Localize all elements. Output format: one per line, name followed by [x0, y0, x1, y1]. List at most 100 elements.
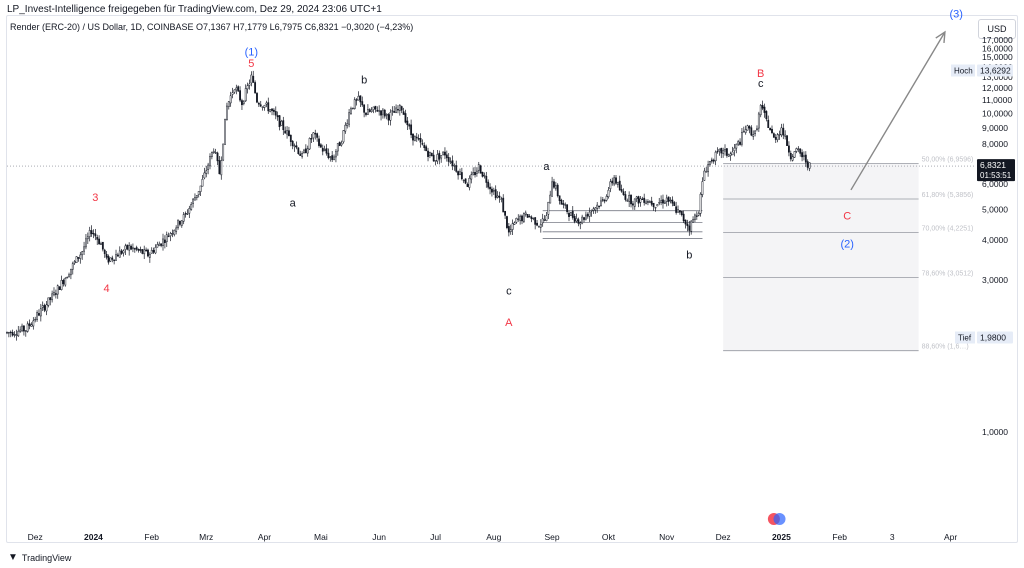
candle: [475, 167, 478, 177]
fib-zone: [723, 163, 919, 351]
candle: [457, 170, 460, 180]
candle: [485, 171, 488, 188]
candle: [759, 103, 762, 118]
candle-body: [695, 215, 698, 217]
x-tick-label: Jun: [372, 532, 386, 542]
candle-body: [765, 111, 768, 120]
candle-body: [451, 160, 454, 167]
candle-body: [470, 174, 473, 180]
candle-body: [297, 147, 300, 154]
candle-body: [284, 130, 287, 134]
candle-body: [116, 254, 119, 257]
candle: [361, 96, 364, 107]
support-zone: [542, 210, 703, 239]
candle: [207, 162, 210, 175]
candle: [551, 176, 553, 197]
candle-body: [479, 165, 482, 174]
candle: [432, 149, 435, 162]
candle: [776, 133, 779, 143]
candle: [126, 244, 129, 251]
candle: [611, 177, 614, 186]
candle-body: [417, 138, 420, 140]
candle-body: [541, 218, 544, 224]
candle: [528, 214, 531, 218]
y-tick-label: 4,0000: [982, 235, 1008, 245]
candle: [782, 123, 785, 140]
wave-label: A: [505, 317, 513, 329]
y-tick-label: 8,0000: [982, 139, 1008, 149]
candle: [549, 190, 552, 204]
candle-body: [519, 215, 522, 221]
x-tick-label: 3: [890, 532, 895, 542]
candle: [288, 126, 290, 137]
candle-body: [684, 219, 687, 225]
candle-body: [6, 331, 8, 334]
candle: [731, 146, 734, 156]
candle: [630, 194, 632, 208]
candle-body: [620, 189, 623, 192]
candle: [752, 130, 755, 140]
high-label: Hoch: [951, 64, 975, 77]
candle: [382, 107, 384, 119]
candle: [355, 98, 358, 106]
candle: [526, 214, 529, 218]
wave-label: b: [361, 75, 367, 87]
candle-body: [632, 203, 634, 206]
candle: [92, 229, 95, 239]
candle-body: [412, 133, 414, 141]
chart-pane[interactable]: [6, 15, 1018, 543]
candle: [425, 144, 428, 152]
candle-body: [335, 151, 337, 158]
candle: [387, 113, 390, 126]
candle-body: [186, 213, 189, 215]
candle-body: [105, 253, 108, 258]
currency-button[interactable]: USD: [978, 19, 1016, 39]
candle-body: [673, 202, 676, 206]
candle-body: [803, 155, 805, 157]
candle-body: [366, 109, 369, 115]
candle-body: [598, 205, 600, 208]
candle: [682, 210, 685, 224]
candle-body: [51, 293, 54, 301]
candle-body: [137, 248, 140, 251]
candle-body: [791, 156, 794, 161]
candle-body: [622, 191, 625, 195]
candle: [725, 148, 728, 158]
candle-body: [115, 254, 117, 261]
candle-body: [748, 126, 751, 129]
candle-body: [400, 106, 403, 111]
candle-body: [34, 318, 37, 321]
candle-body: [376, 109, 379, 112]
candle-body: [299, 153, 302, 156]
candle: [64, 277, 67, 287]
candle: [124, 243, 127, 255]
candle-body: [306, 148, 309, 154]
brand-label: TradingView: [21, 552, 72, 563]
candle-body: [60, 279, 63, 290]
candle: [804, 151, 807, 167]
candle-body: [227, 101, 230, 107]
candle: [308, 137, 311, 151]
candle-body: [697, 213, 700, 216]
candle-body: [329, 156, 332, 158]
candle-body: [393, 111, 396, 113]
candle-body: [94, 233, 97, 237]
candle: [116, 252, 119, 257]
candle: [472, 167, 475, 176]
candle-body: [489, 186, 491, 190]
candle-body: [88, 230, 91, 237]
candle-body: [757, 113, 760, 129]
y-tick-label: 5,0000: [982, 204, 1008, 214]
candle: [83, 241, 85, 255]
candle: [440, 155, 443, 163]
candle: [280, 119, 283, 126]
candle-body: [509, 229, 512, 232]
candle-body: [662, 199, 664, 204]
candle: [500, 196, 503, 203]
candle: [73, 259, 76, 265]
candle: [205, 165, 208, 178]
candle: [241, 98, 243, 111]
candle-body: [727, 154, 730, 157]
